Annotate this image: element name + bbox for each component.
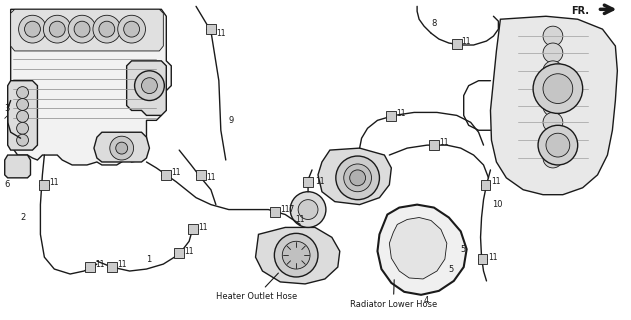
Bar [271,207,280,217]
Circle shape [543,79,563,99]
Circle shape [543,26,563,46]
Polygon shape [94,132,150,162]
Text: 11: 11 [206,173,215,182]
Text: 11: 11 [295,215,305,224]
Text: 2: 2 [21,213,26,222]
Circle shape [533,64,582,113]
Text: 7: 7 [288,205,293,214]
Circle shape [141,78,157,93]
Text: 4: 4 [424,296,429,305]
Bar [206,24,216,34]
Circle shape [543,43,563,63]
Bar [481,180,490,190]
Circle shape [16,134,28,146]
Circle shape [74,21,90,37]
Circle shape [25,21,40,37]
Text: 11: 11 [396,109,406,118]
Text: 8: 8 [431,19,437,28]
Circle shape [16,110,28,122]
Text: 11: 11 [95,260,105,268]
Circle shape [336,156,379,200]
Bar [478,254,488,264]
Circle shape [68,15,96,43]
Circle shape [93,15,121,43]
Circle shape [543,112,563,132]
Bar [39,180,49,190]
Text: 3: 3 [4,104,10,113]
Polygon shape [389,218,447,279]
Text: 11: 11 [488,253,498,262]
Text: 11: 11 [184,247,194,256]
Bar [196,170,206,180]
Circle shape [16,122,28,134]
Text: 11: 11 [315,177,324,186]
Polygon shape [4,155,30,178]
Circle shape [99,21,115,37]
Text: 6: 6 [4,180,10,189]
Circle shape [290,192,326,228]
Circle shape [344,164,372,192]
Circle shape [118,15,146,43]
Bar [85,262,95,272]
Circle shape [543,74,573,103]
Polygon shape [11,9,163,51]
Text: 11: 11 [439,138,449,147]
Circle shape [18,15,46,43]
Circle shape [110,136,134,160]
Circle shape [538,125,578,165]
Circle shape [282,241,310,269]
Bar [386,111,396,121]
Text: 5: 5 [461,245,466,254]
Circle shape [49,21,65,37]
Circle shape [350,170,365,186]
Circle shape [543,61,563,81]
Circle shape [16,99,28,110]
Circle shape [546,133,570,157]
Bar [162,170,171,180]
Polygon shape [8,81,37,150]
Text: 11: 11 [171,168,180,177]
Text: 11: 11 [49,178,59,187]
Circle shape [44,15,71,43]
Text: 10: 10 [492,200,503,209]
Bar [452,39,462,49]
Text: FR.: FR. [572,6,589,16]
Text: 9: 9 [229,116,234,125]
Bar [174,248,184,258]
Bar [429,140,439,150]
Polygon shape [490,16,617,195]
Bar [107,262,117,272]
Circle shape [543,148,563,168]
Text: 11: 11 [198,223,208,232]
Polygon shape [318,148,391,204]
Text: Radiator Lower Hose: Radiator Lower Hose [350,280,437,309]
Bar [303,177,313,187]
Circle shape [543,97,563,116]
Bar [188,224,198,234]
Text: 11: 11 [461,36,470,45]
Text: 11: 11 [280,205,290,214]
Text: 11: 11 [216,28,225,38]
Text: 11: 11 [117,260,126,268]
Text: 11: 11 [492,177,501,186]
Circle shape [134,71,164,100]
Circle shape [543,130,563,150]
Polygon shape [377,204,467,295]
Circle shape [16,87,28,99]
Circle shape [274,233,318,277]
Text: 1: 1 [146,255,151,264]
Circle shape [298,200,318,220]
Polygon shape [11,9,171,165]
Polygon shape [127,61,167,116]
Polygon shape [256,228,339,284]
Text: Heater Outlet Hose: Heater Outlet Hose [216,273,297,301]
Circle shape [124,21,139,37]
Text: 5: 5 [449,265,454,274]
Circle shape [115,142,127,154]
